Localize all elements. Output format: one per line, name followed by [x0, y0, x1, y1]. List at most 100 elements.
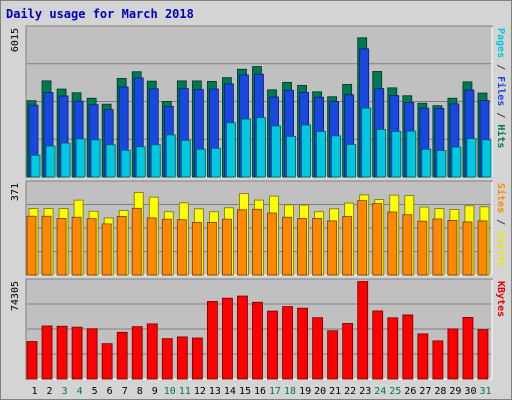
y-max-label-top: 6015 [10, 28, 21, 52]
bar-kbytes-day-15 [237, 295, 248, 380]
bar-sites-day-19 [297, 218, 307, 276]
bar-kbytes-day-7 [116, 331, 128, 380]
bar-sites-day-16 [252, 208, 262, 276]
bar-sites-day-3 [56, 218, 67, 276]
x-tick-label: 16 [254, 386, 266, 397]
legend-label: Sites [495, 183, 507, 213]
bar-pages-day-7 [120, 149, 131, 178]
x-tick-label: 23 [359, 386, 371, 397]
panel-middle: 371 Sites / Visits [10, 180, 507, 276]
bar-sites-day-27 [417, 220, 428, 276]
bar-pages-day-30 [466, 138, 477, 178]
bar-sites-day-28 [432, 218, 443, 276]
x-tick-label: 10 [164, 386, 176, 397]
x-tick-label: 2 [47, 386, 53, 397]
bar-kbytes-day-22 [342, 323, 354, 380]
bar-sites-day-13 [206, 222, 217, 276]
legend-bottom: KBytes [495, 281, 506, 317]
x-tick-label: 4 [77, 386, 83, 397]
x-tick-label: 12 [194, 386, 206, 397]
bar-kbytes-day-24 [372, 310, 384, 380]
bar-kbytes-day-16 [252, 301, 263, 380]
bar-pages-day-21 [331, 135, 342, 178]
bar-pages-day-27 [421, 148, 432, 178]
bar-kbytes-day-12 [191, 337, 203, 380]
panel-top: 6015 Pages / Files / Hits [10, 25, 507, 178]
bar-sites-day-12 [191, 222, 202, 276]
bar-kbytes-day-17 [267, 310, 278, 380]
bar-sites-day-5 [86, 218, 97, 276]
x-tick-label: 27 [419, 386, 431, 397]
x-tick-label: 17 [269, 386, 281, 397]
x-tick-label: 1 [32, 386, 38, 397]
bar-sites-day-24 [372, 203, 383, 276]
bar-kbytes-day-9 [146, 323, 158, 380]
y-max-label-middle: 371 [10, 183, 21, 201]
bar-pages-day-25 [391, 131, 402, 178]
bar-pages-day-29 [451, 146, 462, 178]
bar-pages-day-9 [150, 144, 161, 178]
bar-sites-day-2 [41, 215, 52, 276]
bar-pages-day-10 [165, 134, 176, 178]
bar-pages-day-13 [210, 147, 221, 178]
bar-kbytes-day-28 [432, 340, 444, 380]
x-tick-label: 19 [299, 386, 311, 397]
x-tick-label: 14 [224, 386, 236, 397]
bar-kbytes-day-26 [402, 314, 414, 380]
legend-label: Pages [495, 28, 506, 58]
bar-sites-day-8 [131, 207, 142, 276]
bar-kbytes-day-30 [462, 317, 474, 380]
x-tick-label: 29 [449, 386, 461, 397]
bar-kbytes-day-27 [417, 333, 429, 380]
x-tick-label: 6 [107, 386, 113, 397]
bar-pages-day-4 [75, 138, 86, 178]
bar-pages-day-23 [361, 107, 372, 178]
bar-sites-day-18 [282, 216, 292, 276]
bar-pages-day-11 [180, 139, 191, 178]
bar-pages-day-28 [436, 150, 447, 178]
x-tick-label: 30 [464, 386, 476, 397]
bar-pages-day-17 [271, 125, 281, 178]
bar-pages-day-5 [90, 139, 101, 178]
bar-kbytes-day-13 [206, 301, 218, 380]
bar-sites-day-17 [267, 212, 277, 276]
x-tick-label: 3 [62, 386, 68, 397]
bar-sites-day-6 [101, 223, 112, 276]
x-tick-label: 21 [329, 386, 341, 397]
bar-sites-day-11 [176, 219, 187, 276]
x-tick-label: 15 [239, 386, 251, 397]
bar-sites-day-26 [402, 214, 413, 276]
bar-kbytes-day-18 [282, 306, 293, 380]
x-tick-label: 26 [404, 386, 416, 397]
bar-sites-day-22 [342, 216, 353, 276]
bar-sites-day-23 [357, 200, 368, 276]
x-tick-label: 31 [479, 386, 491, 397]
bar-kbytes-day-31 [477, 329, 489, 380]
x-tick-label: 20 [314, 386, 326, 397]
bar-kbytes-day-5 [86, 328, 98, 380]
bar-sites-day-25 [387, 211, 398, 276]
bar-sites-day-30 [462, 221, 473, 276]
x-tick-label: 25 [389, 386, 401, 397]
bar-kbytes-day-6 [101, 343, 113, 380]
bar-pages-day-24 [376, 129, 387, 178]
x-tick-label: 28 [434, 386, 446, 397]
legend-top: Pages / Files / Hits [495, 28, 507, 148]
bar-sites-day-4 [71, 216, 82, 276]
bar-sites-day-14 [222, 218, 232, 276]
bar-kbytes-day-29 [447, 328, 459, 380]
bar-sites-day-1 [26, 215, 37, 276]
chart-title: Daily usage for March 2018 [6, 7, 194, 21]
bar-kbytes-day-8 [131, 326, 143, 380]
bar-pages-day-16 [256, 117, 266, 178]
bar-pages-day-31 [481, 139, 492, 178]
bar-pages-day-22 [346, 144, 357, 178]
bar-pages-day-12 [195, 148, 206, 178]
bar-pages-day-8 [135, 146, 146, 178]
bar-pages-day-14 [226, 122, 236, 178]
bar-sites-day-29 [447, 220, 458, 276]
bar-pages-day-26 [406, 130, 417, 178]
bar-sites-day-21 [327, 220, 338, 276]
